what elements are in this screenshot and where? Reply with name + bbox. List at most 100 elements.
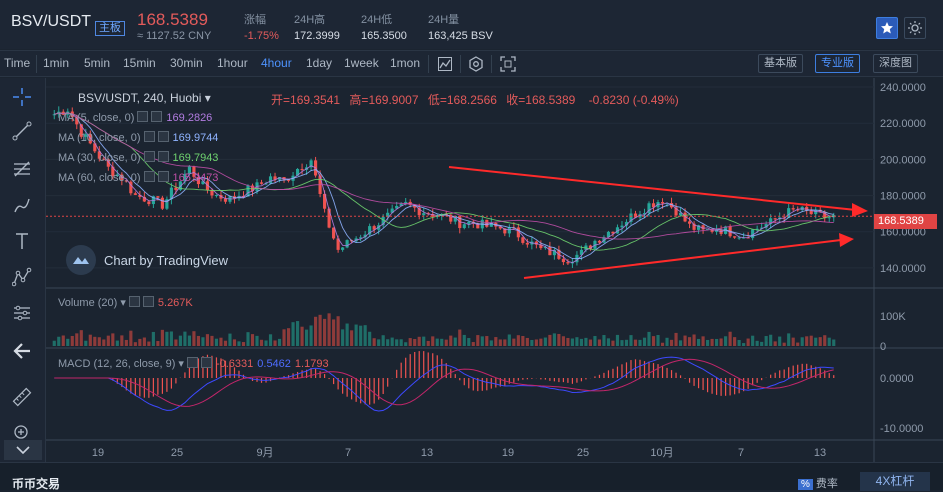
zoom-in-icon[interactable] xyxy=(9,420,35,446)
interval-1mon[interactable]: 1mon xyxy=(390,56,421,70)
volume-bar xyxy=(241,342,246,346)
open-label: 开= xyxy=(271,93,291,107)
signal-value: 0.5462 xyxy=(257,358,291,370)
candle-body xyxy=(751,229,755,239)
measure-icon[interactable] xyxy=(9,300,35,326)
crosshair-icon[interactable] xyxy=(9,84,35,110)
ma30-legend[interactable]: MA (30, close, 0) 169.7943 xyxy=(58,151,218,164)
eye-icon[interactable] xyxy=(128,296,140,307)
volume-bar xyxy=(660,342,665,346)
eye-icon[interactable] xyxy=(143,131,155,142)
macd-legend[interactable]: MACD (12, 26, close, 9) ▾ -0.6331 0.5462 1.… xyxy=(58,357,329,370)
settings-icon[interactable] xyxy=(466,54,486,74)
candle-body xyxy=(183,173,187,182)
candle-body xyxy=(264,183,268,185)
star-icon[interactable] xyxy=(876,17,898,39)
view-basic-button[interactable]: 基本版 xyxy=(758,54,803,73)
interval-15min[interactable]: 15min xyxy=(123,56,156,70)
tradingview-logo-icon xyxy=(66,245,96,275)
eye-icon[interactable] xyxy=(143,171,155,182)
candle-body xyxy=(359,237,363,239)
volume-bar xyxy=(273,340,277,346)
leverage-button[interactable]: 4X杠杆 xyxy=(860,472,930,491)
candle-body xyxy=(755,228,759,230)
text-icon[interactable] xyxy=(9,228,35,254)
interval-5min[interactable]: 5min xyxy=(84,56,111,70)
time-tick-label: 7 xyxy=(345,447,351,459)
interval-1day[interactable]: 1day xyxy=(306,56,333,70)
volume-bar xyxy=(259,339,264,346)
indicator-icon[interactable] xyxy=(435,54,455,74)
volume-bar xyxy=(525,337,529,346)
tradingview-watermark[interactable]: Chart by TradingView xyxy=(66,245,228,275)
chart-area[interactable]: 240.0000 220.0000 200.0000 180.0000 160.0000… xyxy=(46,78,943,462)
symbol-label[interactable]: BSV/USDT, 240, Huobi ▾ xyxy=(78,91,211,105)
stat-low: 24H低 165.3500 xyxy=(361,12,407,44)
ma10-legend[interactable]: MA (10, close, 0) 169.9744 xyxy=(58,131,218,144)
close-icon[interactable] xyxy=(157,151,169,162)
price-tick-label: 140.0000 xyxy=(880,263,926,275)
interval-30min[interactable]: 30min xyxy=(170,56,203,70)
brush-icon[interactable] xyxy=(9,192,35,218)
sun-icon[interactable] xyxy=(904,17,926,39)
volume-bar xyxy=(205,334,210,346)
pair-name[interactable]: BSV/USDT xyxy=(11,13,92,30)
fib-icon[interactable] xyxy=(9,156,35,182)
spot-trading-title[interactable]: 币币交易 xyxy=(12,477,61,491)
close-icon[interactable] xyxy=(157,131,169,142)
collapse-icon[interactable] xyxy=(4,440,42,460)
volume-bar xyxy=(449,335,453,346)
time-tick-label: 19 xyxy=(502,447,514,459)
volume-bar xyxy=(174,339,178,346)
interval-1week[interactable]: 1week xyxy=(344,56,379,70)
cny-price: ≈ 1127.52 CNY xyxy=(137,30,212,42)
close-icon[interactable] xyxy=(142,296,154,307)
close-icon[interactable] xyxy=(200,357,212,368)
candle-body xyxy=(323,193,327,209)
candle-body xyxy=(660,202,665,204)
volume-bar xyxy=(674,332,678,346)
interval-1hour[interactable]: 1hour xyxy=(217,56,248,70)
volume-bar xyxy=(183,331,187,346)
candle-body xyxy=(341,247,345,250)
ohlc-readout: 开=169.3541 高=169.9007 低=168.2566 收=168.5… xyxy=(271,91,679,108)
back-arrow-icon[interactable] xyxy=(9,338,35,364)
interval-1min[interactable]: 1min xyxy=(43,56,70,70)
candle-body xyxy=(327,208,331,228)
eye-icon[interactable] xyxy=(143,151,155,162)
eye-icon[interactable] xyxy=(137,111,149,122)
close-icon[interactable] xyxy=(151,111,163,122)
trend-line-icon[interactable] xyxy=(9,118,35,144)
volume-bar xyxy=(309,325,313,346)
candle-body xyxy=(642,213,647,215)
candle-body xyxy=(827,217,831,219)
ma60-legend[interactable]: MA (60, close, 0) 165.9473 xyxy=(58,171,218,184)
price-tick-label: 240.0000 xyxy=(880,82,926,94)
close-value: 168.5389 xyxy=(525,93,576,107)
candle-body xyxy=(273,176,277,180)
fullscreen-icon[interactable] xyxy=(498,54,518,74)
candle-body xyxy=(498,226,502,229)
candle-body xyxy=(399,203,403,207)
volume-bar xyxy=(521,335,525,346)
view-pro-button[interactable]: 专业版 xyxy=(815,54,860,73)
volume-bar xyxy=(651,336,656,346)
candle-body xyxy=(138,194,142,197)
view-depth-button[interactable]: 深度图 xyxy=(873,54,918,73)
ma5-legend[interactable]: MA (5, close, 0) 169.2826 xyxy=(58,111,212,124)
interval-4hour[interactable]: 4hour xyxy=(261,56,292,70)
chart-canvas[interactable]: 240.0000 220.0000 200.0000 180.0000 160.0000… xyxy=(46,78,943,462)
volume-bar xyxy=(129,330,133,346)
ruler-icon[interactable] xyxy=(9,384,35,410)
close-icon[interactable] xyxy=(157,171,169,182)
pattern-icon[interactable] xyxy=(9,264,35,290)
candle-body xyxy=(268,176,273,184)
eye-icon[interactable] xyxy=(186,357,198,368)
candle-body xyxy=(674,207,678,216)
candle-body xyxy=(620,225,624,228)
time-tick-label: 25 xyxy=(171,447,183,459)
volume-legend[interactable]: Volume (20) ▾ 5.267K xyxy=(58,296,193,309)
candle-body xyxy=(79,124,83,137)
fee-rate-link[interactable]: % 费率 xyxy=(798,475,838,491)
volume-bar xyxy=(787,333,791,346)
